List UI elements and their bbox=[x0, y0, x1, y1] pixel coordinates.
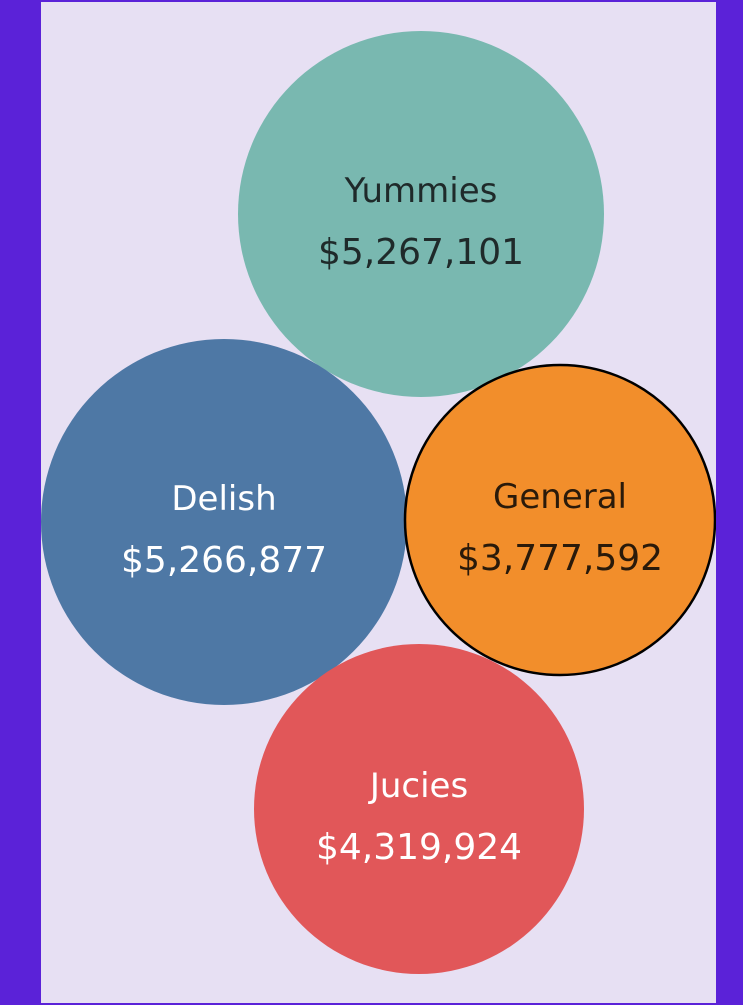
bubble-jucies-value: $4,319,924 bbox=[316, 827, 522, 868]
bubble-delish-circle[interactable] bbox=[41, 339, 407, 705]
bubble-jucies-circle[interactable] bbox=[254, 644, 584, 974]
bubble-delish-value: $5,266,877 bbox=[121, 540, 327, 581]
bubble-delish[interactable]: Delish $5,266,877 bbox=[41, 339, 407, 705]
bubble-jucies[interactable]: Jucies $4,319,924 bbox=[254, 644, 584, 974]
bubble-general[interactable]: General $3,777,592 bbox=[403, 363, 716, 677]
bubble-general-label: General bbox=[493, 477, 627, 517]
bubble-chart: Yummies $5,267,101 Delish $5,266,877 General… bbox=[41, 31, 716, 974]
bubble-yummies-label: Yummies bbox=[344, 171, 498, 211]
bubble-yummies-circle[interactable] bbox=[238, 31, 604, 397]
bubble-yummies[interactable]: Yummies $5,267,101 bbox=[238, 31, 604, 397]
bubble-general-value: $3,777,592 bbox=[457, 538, 663, 579]
bubble-delish-label: Delish bbox=[171, 479, 276, 519]
bubble-jucies-label: Jucies bbox=[368, 766, 468, 806]
bubble-yummies-value: $5,267,101 bbox=[318, 232, 524, 273]
chart-canvas: Yummies $5,267,101 Delish $5,266,877 General… bbox=[41, 2, 716, 1003]
bubble-general-circle[interactable] bbox=[403, 363, 716, 677]
